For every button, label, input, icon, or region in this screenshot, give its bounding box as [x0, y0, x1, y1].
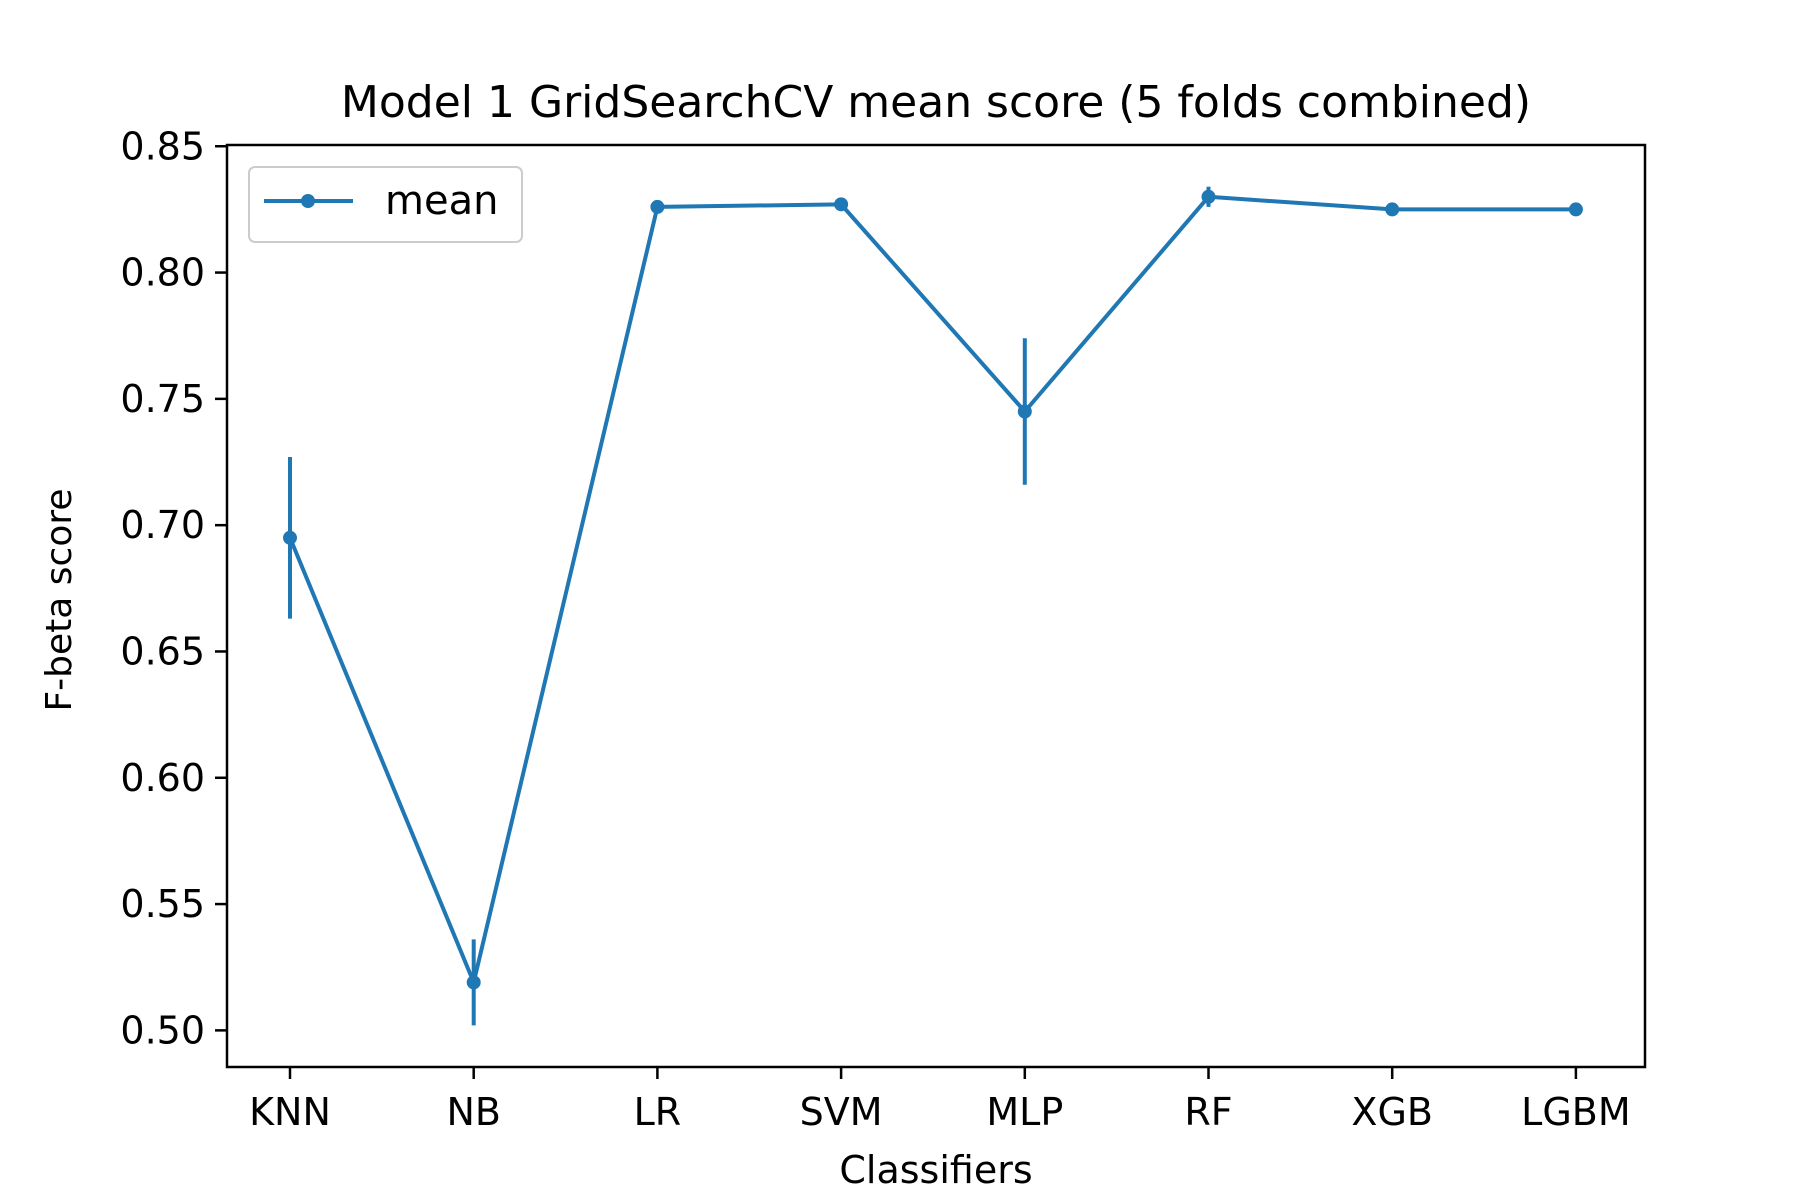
x-axis-label: Classifiers — [839, 1148, 1032, 1192]
legend-point-marker — [301, 194, 315, 208]
data-point — [283, 530, 297, 545]
x-tick-label: LGBM — [1521, 1090, 1630, 1134]
y-tick-label: 0.50 — [120, 1008, 205, 1052]
data-point — [1385, 202, 1400, 217]
y-tick-label: 0.70 — [120, 503, 205, 547]
data-point — [1201, 189, 1216, 204]
y-tick-label: 0.80 — [120, 251, 205, 295]
y-tick-label: 0.85 — [120, 124, 205, 168]
x-tick-label: SVM — [800, 1090, 883, 1134]
y-axis: 0.50 0.55 0.60 0.65 0.70 0.75 0.80 0.85 — [120, 124, 227, 1052]
x-tick-label: LR — [634, 1090, 682, 1134]
data-point — [1017, 404, 1032, 419]
plot-frame — [225, 143, 1647, 1069]
data-point — [1568, 202, 1583, 217]
data-point — [834, 197, 849, 212]
series-mean — [283, 186, 1583, 1026]
y-tick-label: 0.55 — [120, 882, 205, 926]
x-tick-label: KNN — [249, 1090, 331, 1134]
data-point — [650, 199, 665, 214]
plot-area — [227, 145, 1645, 1067]
legend-label: mean — [385, 178, 498, 224]
x-tick-label: NB — [446, 1090, 501, 1134]
y-axis-label: F-beta score — [39, 488, 80, 711]
x-tick-label: RF — [1184, 1090, 1232, 1134]
y-tick-label: 0.75 — [120, 377, 205, 421]
x-axis: KNN NB LR SVM MLP RF XGB LGBM — [249, 1067, 1631, 1134]
x-tick-label: XGB — [1351, 1090, 1433, 1134]
legend: mean — [248, 166, 523, 243]
data-point — [466, 975, 481, 990]
x-tick-label: MLP — [986, 1090, 1063, 1134]
y-tick-label: 0.60 — [120, 756, 205, 800]
chart-title: Model 1 GridSearchCV mean score (5 folds… — [341, 77, 1531, 128]
legend-box — [248, 166, 523, 243]
y-tick-label: 0.65 — [120, 629, 205, 673]
series-line-mean — [288, 194, 1576, 985]
